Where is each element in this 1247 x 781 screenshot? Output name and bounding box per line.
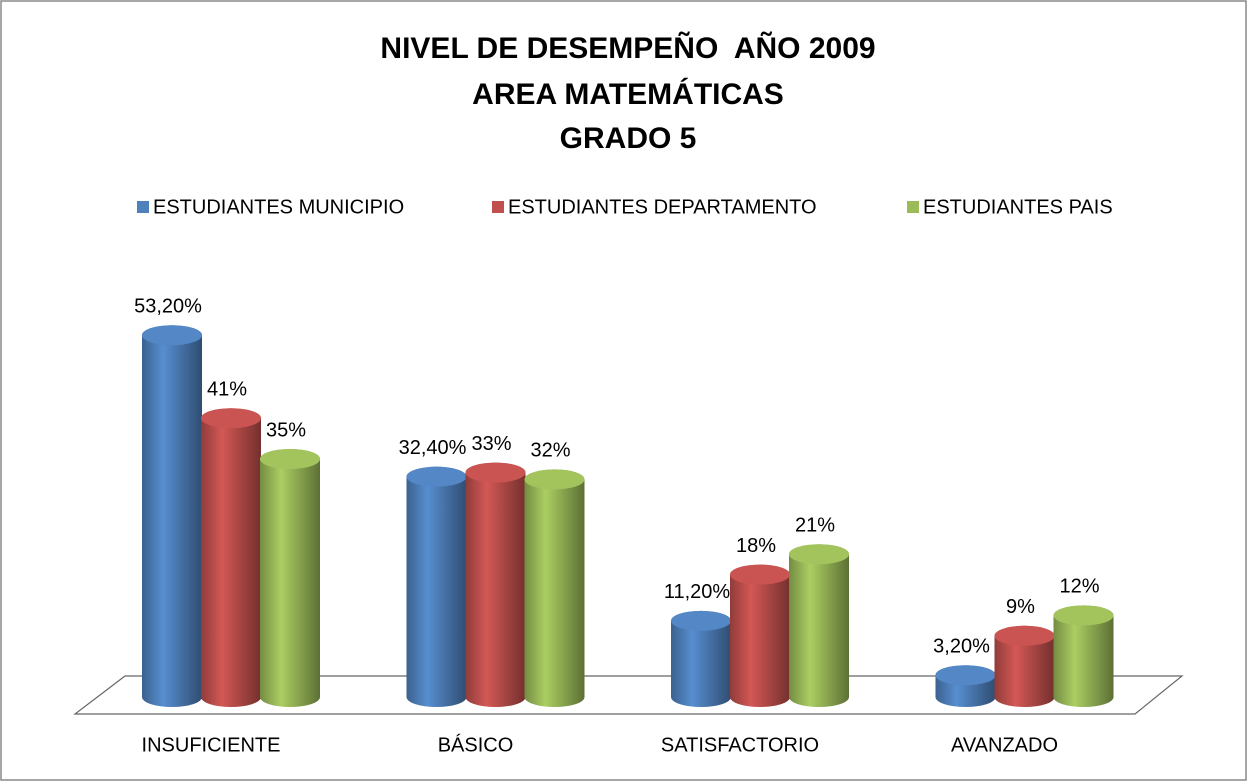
data-label: 33% bbox=[471, 433, 511, 455]
data-label: 3,20% bbox=[933, 636, 990, 658]
data-label: 18% bbox=[736, 535, 776, 557]
bar-top bbox=[201, 408, 261, 429]
chart-title: AREA MATEMÁTICAS bbox=[472, 77, 784, 111]
bar-top bbox=[994, 625, 1055, 646]
data-label: 53,20% bbox=[134, 296, 202, 318]
bar bbox=[142, 325, 202, 707]
x-tick-label: BÁSICO bbox=[438, 733, 514, 756]
legend-swatch bbox=[907, 201, 919, 213]
data-label: 35% bbox=[266, 419, 306, 441]
chart-title: GRADO 5 bbox=[560, 122, 697, 155]
data-label: 9% bbox=[1006, 596, 1035, 618]
bar bbox=[789, 544, 849, 707]
legend-swatch bbox=[137, 201, 149, 213]
bar bbox=[994, 625, 1055, 708]
bar bbox=[1053, 605, 1114, 708]
bar-top bbox=[465, 462, 526, 483]
bar bbox=[524, 469, 585, 708]
bar bbox=[730, 564, 790, 707]
bar-top bbox=[1053, 605, 1114, 626]
x-tick-label: AVANZADO bbox=[951, 734, 1058, 756]
bar-top bbox=[671, 610, 731, 631]
floor bbox=[73, 675, 1184, 715]
legend-label: ESTUDIANTES DEPARTAMENTO bbox=[508, 196, 817, 218]
bar-top bbox=[406, 466, 467, 487]
bar-top bbox=[935, 665, 996, 686]
chart-title: NIVEL DE DESEMPEÑO AÑO 2009 bbox=[380, 31, 875, 65]
data-label: 12% bbox=[1059, 576, 1099, 598]
x-tick-label: SATISFACTORIO bbox=[661, 734, 819, 756]
bar-top bbox=[260, 449, 320, 469]
bar bbox=[201, 408, 261, 707]
legend-label: ESTUDIANTES PAIS bbox=[923, 196, 1113, 218]
bar bbox=[406, 466, 467, 708]
data-label: 21% bbox=[795, 514, 835, 536]
x-tick-label: INSUFICIENTE bbox=[142, 734, 281, 756]
bar bbox=[465, 462, 526, 708]
bar bbox=[671, 610, 731, 707]
bar-top bbox=[789, 544, 849, 565]
data-label: 41% bbox=[207, 378, 247, 400]
legend-swatch bbox=[492, 201, 504, 213]
bar-top bbox=[142, 325, 202, 346]
data-label: 11,20% bbox=[664, 581, 731, 603]
bar bbox=[260, 449, 320, 707]
data-label: 32,40% bbox=[399, 437, 467, 459]
data-label: 32% bbox=[530, 440, 570, 462]
bar-top bbox=[524, 469, 585, 490]
bar-top bbox=[730, 564, 790, 585]
legend-label: ESTUDIANTES MUNICIPIO bbox=[153, 196, 404, 218]
